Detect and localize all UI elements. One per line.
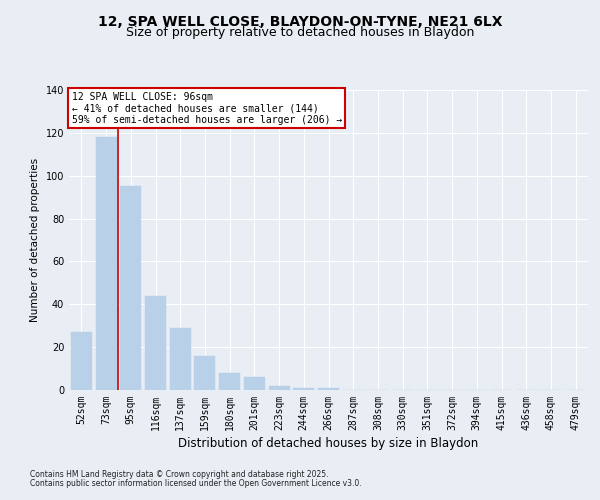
Text: Contains HM Land Registry data © Crown copyright and database right 2025.: Contains HM Land Registry data © Crown c…	[30, 470, 329, 479]
Text: Contains public sector information licensed under the Open Government Licence v3: Contains public sector information licen…	[30, 479, 362, 488]
Text: Size of property relative to detached houses in Blaydon: Size of property relative to detached ho…	[126, 26, 474, 39]
Bar	[194, 356, 215, 390]
Bar	[244, 377, 265, 390]
Bar	[95, 137, 116, 390]
Bar	[71, 332, 92, 390]
Bar	[145, 296, 166, 390]
Y-axis label: Number of detached properties: Number of detached properties	[30, 158, 40, 322]
Text: 12, SPA WELL CLOSE, BLAYDON-ON-TYNE, NE21 6LX: 12, SPA WELL CLOSE, BLAYDON-ON-TYNE, NE2…	[98, 15, 502, 29]
Bar	[269, 386, 290, 390]
X-axis label: Distribution of detached houses by size in Blaydon: Distribution of detached houses by size …	[178, 437, 479, 450]
Bar	[120, 186, 141, 390]
Bar	[170, 328, 191, 390]
Text: 12 SPA WELL CLOSE: 96sqm
← 41% of detached houses are smaller (144)
59% of semi-: 12 SPA WELL CLOSE: 96sqm ← 41% of detach…	[71, 92, 342, 124]
Bar	[318, 388, 339, 390]
Bar	[219, 373, 240, 390]
Bar	[293, 388, 314, 390]
